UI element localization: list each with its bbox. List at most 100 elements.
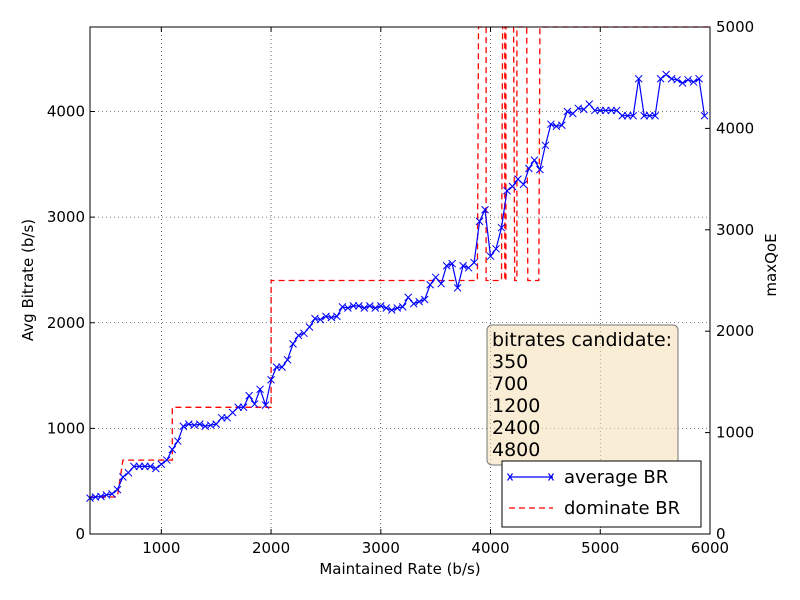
average-br-point: [415, 297, 424, 306]
average-br-point: [354, 301, 363, 310]
average-br-point: [130, 462, 138, 471]
average-br-point: [453, 284, 462, 292]
average-br-point: [525, 164, 533, 173]
y2-tick-label: 1000: [716, 424, 754, 442]
average-br-point: [437, 279, 446, 288]
y-tick-label: 3000: [47, 208, 85, 226]
average-br-point: [481, 205, 489, 214]
average-br-point: [475, 217, 484, 226]
annotation-line: 2400: [492, 417, 540, 439]
average-br-point: [316, 315, 325, 324]
average-br-point: [558, 121, 566, 130]
average-br-point: [305, 323, 314, 331]
y2-axis-title: maxQoE: [762, 233, 780, 296]
average-br-point: [212, 420, 221, 429]
average-br-point: [426, 280, 435, 289]
y2-tick-label: 4000: [716, 119, 754, 137]
average-br-point: [530, 156, 539, 164]
average-br-point: [431, 273, 440, 282]
annotation-line: 350: [492, 351, 528, 373]
y2-tick-label: 0: [716, 525, 726, 543]
average-br-point: [289, 340, 297, 348]
average-br-point: [596, 106, 605, 115]
average-br-point: [344, 304, 352, 312]
average-br-point: [119, 473, 127, 481]
average-br-point: [503, 186, 511, 195]
average-br-point: [245, 391, 253, 400]
average-br-point: [404, 293, 413, 302]
average-br-point: [217, 413, 226, 422]
average-br-point: [486, 252, 495, 261]
average-br-point: [97, 492, 105, 501]
average-br-point: [173, 437, 182, 445]
y-axis-title: Avg Bitrate (b/s): [19, 219, 37, 341]
average-br-point: [250, 400, 259, 408]
average-br-point: [333, 312, 341, 321]
average-br-point: [146, 462, 155, 471]
annotation-line: 4800: [492, 439, 540, 461]
y-tick-label: 1000: [47, 419, 85, 437]
average-br-point: [634, 74, 643, 83]
legend: average BR dominate BR: [501, 460, 702, 528]
average-br-point: [157, 460, 166, 469]
annotation-line: 700: [492, 373, 528, 395]
average-br-point: [349, 301, 358, 310]
average-br-point: [492, 244, 500, 253]
average-br-point: [360, 304, 369, 312]
average-br-point: [162, 456, 171, 464]
average-br-point: [151, 464, 160, 473]
average-br-point: [294, 331, 303, 340]
x-axis-title: Maintained Rate (b/s): [319, 560, 480, 578]
average-br-point: [283, 355, 292, 364]
x-tick-label: 2000: [252, 539, 290, 557]
average-br-point: [684, 75, 692, 84]
average-br-point: [234, 403, 242, 412]
annotation-title: bitrates candidate:: [492, 329, 672, 351]
average-br-point: [519, 180, 528, 189]
average-br-point: [497, 223, 506, 232]
average-br-point: [135, 462, 144, 471]
average-br-point: [168, 445, 177, 454]
average-br-point: [141, 462, 149, 471]
average-br-point: [420, 295, 429, 304]
average-br-point: [547, 120, 555, 129]
average-br-point: [508, 182, 517, 191]
average-br-point: [645, 111, 654, 120]
average-br-point: [371, 304, 380, 312]
annotation-line: 1200: [492, 395, 540, 417]
average-br-point: [590, 106, 599, 115]
average-br-point: [607, 106, 616, 115]
y2-tick-label: 3000: [716, 221, 754, 239]
average-br-point: [700, 111, 709, 120]
average-br-point: [673, 75, 681, 84]
average-br-point: [398, 303, 407, 311]
average-br-point: [651, 111, 659, 120]
average-br-point: [678, 79, 687, 87]
average-br-point: [442, 261, 451, 270]
y-tick-label: 2000: [47, 314, 85, 332]
average-br-point: [448, 259, 456, 268]
x-tick-label: 5000: [581, 539, 619, 557]
average-br-point: [267, 375, 275, 384]
y-tick-label: 0: [75, 525, 85, 543]
average-br-point: [695, 74, 703, 83]
average-br-point: [601, 106, 610, 115]
legend-label-average-br: average BR: [564, 467, 668, 488]
average-br-point: [585, 100, 594, 108]
average-br-point: [256, 385, 264, 394]
x-tick-label: 4000: [471, 539, 509, 557]
average-br-point: [195, 420, 204, 429]
average-br-point: [300, 329, 308, 338]
y-tick-label: 4000: [47, 103, 85, 121]
y2-tick-label: 2000: [716, 322, 754, 340]
annotation-box: bitrates candidate: 350 700 1200 2400 48…: [486, 324, 679, 466]
average-br-point: [108, 490, 116, 498]
average-br-point: [278, 363, 286, 371]
legend-frame: [501, 460, 702, 528]
y2-tick-label: 5000: [716, 18, 754, 36]
average-br-point: [656, 74, 665, 83]
legend-label-dominate-br: dominate BR: [564, 498, 680, 519]
average-br-point: [689, 78, 698, 86]
average-br-point: [272, 363, 281, 371]
